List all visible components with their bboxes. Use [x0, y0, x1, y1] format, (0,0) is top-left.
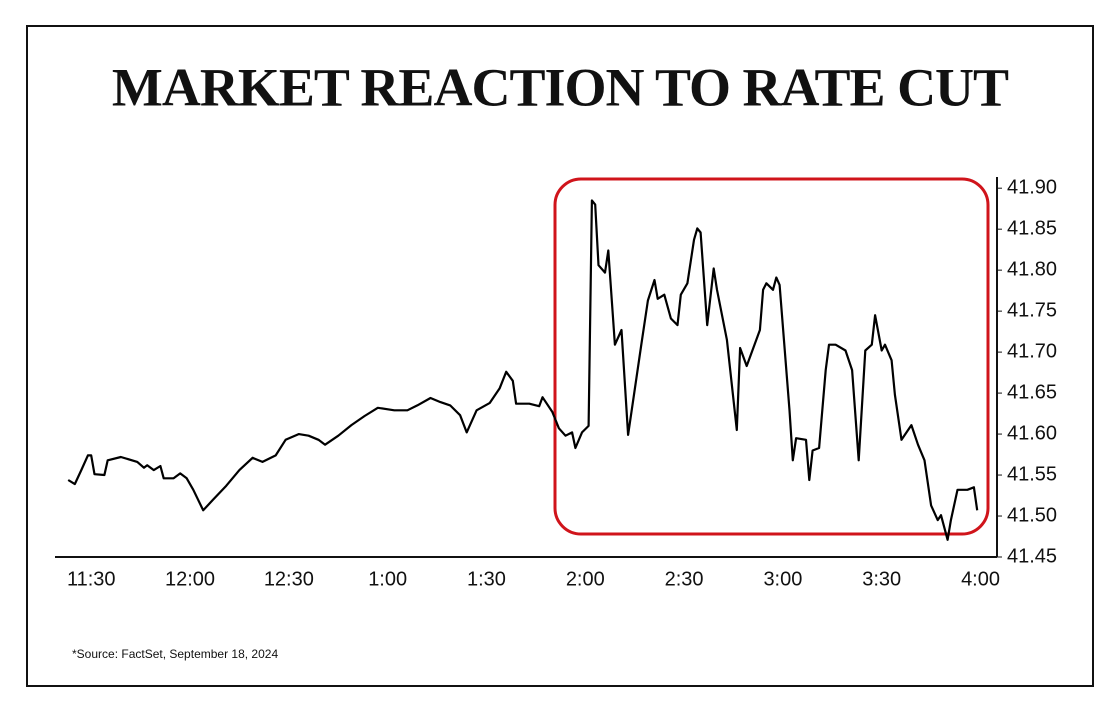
- x-tick-label: 1:30: [467, 568, 506, 590]
- x-tick-label: 3:30: [862, 568, 901, 590]
- y-tick-label: 41.75: [1007, 299, 1057, 321]
- chart-title: MARKET REACTION TO RATE CUT: [112, 57, 1009, 117]
- source-note: *Source: FactSet, September 18, 2024: [72, 647, 278, 661]
- y-tick-label: 41.45: [1007, 545, 1057, 567]
- y-tick-label: 41.90: [1007, 176, 1057, 198]
- x-tick-label: 2:00: [566, 568, 605, 590]
- y-tick-label: 41.60: [1007, 422, 1057, 444]
- x-tick-label: 12:30: [264, 568, 314, 590]
- frame: [26, 25, 1094, 687]
- x-tick-label: 2:30: [665, 568, 704, 590]
- y-tick-label: 41.85: [1007, 217, 1057, 239]
- y-tick-label: 41.80: [1007, 258, 1057, 280]
- y-tick-label: 41.50: [1007, 504, 1057, 526]
- y-tick-label: 41.65: [1007, 381, 1057, 403]
- y-tick-label: 41.55: [1007, 463, 1057, 485]
- price-line: [67, 199, 979, 541]
- x-tick-label: 3:00: [763, 568, 802, 590]
- y-tick-label: 41.70: [1007, 340, 1057, 362]
- x-tick-label: 1:00: [368, 568, 407, 590]
- x-tick-label: 4:00: [961, 568, 1000, 590]
- x-tick-label: 12:00: [165, 568, 215, 590]
- x-tick-label: 11:30: [67, 568, 116, 590]
- highlight-box: [553, 177, 990, 536]
